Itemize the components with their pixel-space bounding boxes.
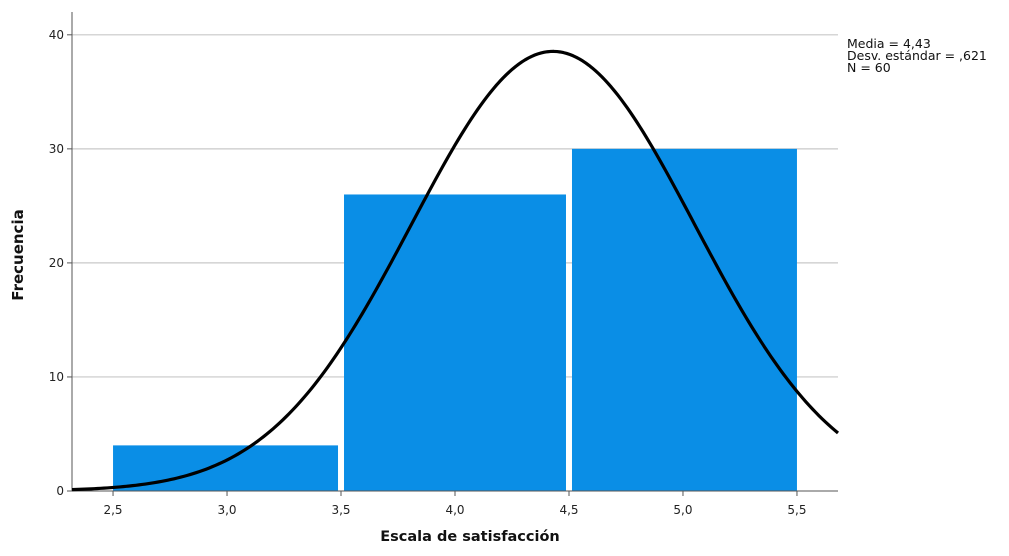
y-tick-label: 20 xyxy=(49,256,64,270)
axes xyxy=(67,12,838,496)
x-tick-label: 4,0 xyxy=(445,503,464,517)
x-axis-title: Escala de satisfacción xyxy=(380,529,560,545)
normal-curve-line xyxy=(71,49,840,492)
x-tick-label: 3,5 xyxy=(331,503,350,517)
y-tick-label: 10 xyxy=(49,370,64,384)
stats-n: N = 60 xyxy=(847,60,891,75)
x-tick-label: 5,0 xyxy=(673,503,692,517)
y-tick-label: 40 xyxy=(49,28,64,42)
histogram-bar xyxy=(344,194,566,491)
y-tick-labels: 0 10 20 30 40 xyxy=(49,28,64,498)
histogram-bar xyxy=(571,148,797,491)
x-tick-label: 2,5 xyxy=(103,503,122,517)
bars xyxy=(113,148,797,491)
y-axis-title: Frecuencia xyxy=(9,209,27,301)
x-tick-labels: 2,5 3,0 3,5 4,0 4,5 5,0 5,5 xyxy=(103,503,806,517)
stats-mean: Media = 4,43 xyxy=(847,36,931,51)
y-tick-label: 0 xyxy=(56,484,64,498)
stats-box: Media = 4,43 Desv. estándar = ,621 N = 6… xyxy=(847,36,987,75)
normal-curve xyxy=(71,49,840,492)
x-tick-label: 5,5 xyxy=(787,503,806,517)
y-axis-title-wrap: Frecuencia xyxy=(0,209,34,310)
x-tick-label: 4,5 xyxy=(559,503,578,517)
x-tick-label: 3,0 xyxy=(217,503,236,517)
stats-sd: Desv. estándar = ,621 xyxy=(847,48,987,63)
y-tick-label: 30 xyxy=(49,142,64,156)
